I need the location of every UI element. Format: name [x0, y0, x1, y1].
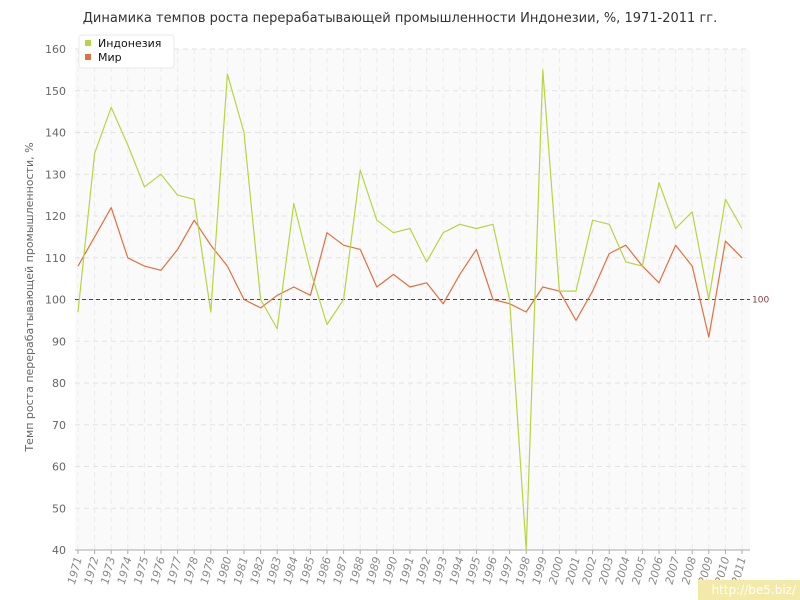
y-tick-label: 150 [45, 85, 66, 98]
chart-title: Динамика темпов роста перерабатывающей п… [83, 11, 717, 26]
reference-line-label: 100 [752, 296, 769, 306]
y-tick-label: 160 [45, 43, 66, 56]
y-tick-label: 120 [45, 210, 66, 223]
legend-swatch-world [85, 54, 91, 60]
y-tick-label: 60 [52, 461, 66, 474]
y-tick-label: 110 [45, 252, 66, 265]
y-tick-label: 80 [52, 377, 66, 390]
y-tick-label: 50 [52, 502, 66, 515]
y-axis-label: Темп роста перерабатывающей промышленнос… [23, 142, 36, 452]
legend-swatch-indonesia [85, 40, 91, 46]
legend-box [78, 34, 175, 69]
y-tick-label: 100 [45, 294, 66, 307]
y-tick-label: 90 [52, 335, 66, 348]
reference-line: 100 [75, 296, 769, 306]
y-tick-label: 40 [52, 544, 66, 557]
series-line-world [77, 207, 743, 338]
watermark: http://be5.biz/ [698, 580, 800, 600]
y-tick-label: 70 [52, 419, 66, 432]
legend: Индонезия Мир [78, 34, 175, 69]
y-tick-label: 140 [45, 127, 66, 140]
series-lines [77, 69, 743, 551]
legend-label-world: Мир [98, 51, 122, 64]
x-axis-ticks: 1971197219731974197519761977197819791980… [65, 550, 749, 586]
series-line-indonesia [77, 69, 743, 551]
y-axis-ticks: 40 50 60 70 80 90 100 110 120 130 140 150 160 [45, 43, 66, 557]
y-tick-label: 130 [45, 168, 66, 181]
legend-label-indonesia: Индонезия [98, 37, 161, 50]
